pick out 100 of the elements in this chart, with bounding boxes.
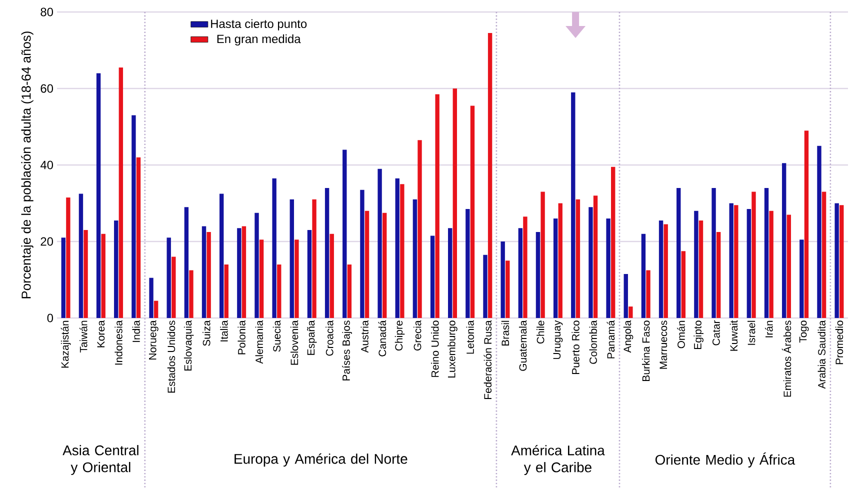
bar xyxy=(254,212,259,318)
x-tick-label: Panamá xyxy=(606,320,615,358)
bar xyxy=(400,184,404,318)
y-tick-label: 60 xyxy=(40,84,54,93)
bar xyxy=(430,236,435,318)
y-tick-label: 20 xyxy=(40,237,54,246)
x-tick-label: Estados Unidos xyxy=(167,320,176,393)
bar xyxy=(202,226,206,318)
bar xyxy=(118,67,124,318)
x-tick-label: Irán xyxy=(765,320,773,338)
x-tick-label: Promedio xyxy=(835,320,844,364)
x-tick-label: Marruecos xyxy=(660,320,668,369)
bar xyxy=(172,256,176,318)
bar xyxy=(290,199,294,318)
text: América Latina y el Caribe xyxy=(511,444,605,476)
bar xyxy=(782,163,786,318)
bar xyxy=(466,208,470,318)
bar xyxy=(154,300,158,318)
bar xyxy=(506,260,510,318)
x-tick-label: Brasil xyxy=(501,320,510,346)
bar xyxy=(184,207,189,318)
x-tick-label: Omán xyxy=(677,320,685,348)
bar xyxy=(114,220,118,318)
x-tick-label: Catar xyxy=(712,320,720,346)
bar xyxy=(764,188,769,318)
bar xyxy=(237,228,242,318)
bar xyxy=(84,230,88,318)
bar xyxy=(500,242,505,318)
x-tick-label: Arabia Saudita xyxy=(818,320,826,389)
bar xyxy=(641,234,646,318)
x-tick-label: Taiwán xyxy=(79,320,88,353)
x-tick-label: Austria xyxy=(360,320,368,353)
bar xyxy=(729,203,734,318)
x-tick-label: Chile xyxy=(536,320,544,344)
bar xyxy=(66,198,70,318)
bar xyxy=(518,228,523,318)
bar xyxy=(312,199,316,318)
x-tick-label: Puerto Rico xyxy=(572,320,580,374)
bar xyxy=(571,92,576,318)
x-tick-label: Alemania xyxy=(255,320,263,364)
x-tick-label: Burkina Faso xyxy=(642,320,650,381)
bar xyxy=(588,207,593,318)
bar xyxy=(734,205,738,318)
bar xyxy=(382,212,387,318)
x-tick-label: Togo xyxy=(799,320,809,343)
bar xyxy=(786,214,791,318)
x-tick-label: Grecia xyxy=(414,320,422,350)
text: Oriente Medio y África xyxy=(655,452,796,468)
bar xyxy=(324,188,330,318)
bar xyxy=(78,194,84,318)
bar xyxy=(219,194,224,318)
y-tick-label: 0 xyxy=(47,314,54,322)
bar xyxy=(523,216,528,318)
bar xyxy=(330,234,334,318)
bar xyxy=(364,210,370,318)
bar xyxy=(206,232,211,318)
legend-label: En gran medida xyxy=(217,34,301,46)
x-tick-label: Federación Rusa xyxy=(484,320,492,400)
bar xyxy=(132,115,136,318)
bar xyxy=(395,178,400,318)
bar xyxy=(435,94,440,318)
bar xyxy=(698,220,704,318)
x-tick-label: España xyxy=(307,320,317,355)
y-axis-title: Porcentaje de la población adulta (18-64 años) xyxy=(21,32,34,298)
bar xyxy=(606,218,610,318)
text: Europa y América del Norte xyxy=(234,453,408,467)
bar xyxy=(483,254,488,318)
bar xyxy=(136,157,141,318)
bar xyxy=(224,264,228,318)
x-tick-label: Uruguay xyxy=(553,320,563,359)
bar xyxy=(804,130,809,318)
x-tick-label: Polonia xyxy=(238,320,246,354)
bar xyxy=(664,224,668,318)
x-tick-label: Israel xyxy=(747,320,756,345)
text: Asia Central y Oriental xyxy=(62,445,138,475)
x-tick-label: Egipto xyxy=(694,320,704,350)
bar xyxy=(272,178,276,318)
x-tick-label: Korea xyxy=(97,320,105,348)
bar xyxy=(378,168,382,318)
bar xyxy=(694,210,698,318)
bar xyxy=(149,278,154,318)
bar xyxy=(628,306,633,318)
bar xyxy=(681,251,686,318)
x-tick-label: India xyxy=(132,320,140,342)
bar xyxy=(817,146,822,318)
x-tick-label: Canadá xyxy=(378,320,386,356)
x-tick-label: Suiza xyxy=(202,320,210,346)
bar xyxy=(189,270,194,318)
bar xyxy=(536,232,540,318)
x-tick-label: Indonesia xyxy=(114,320,122,365)
bar xyxy=(646,270,650,318)
x-tick-label: Eslovaquia xyxy=(184,320,194,371)
x-tick-label: Países Bajos xyxy=(342,320,352,380)
x-tick-label: Luxemburgo xyxy=(448,320,458,378)
bar xyxy=(360,190,364,318)
x-tick-label: Colombia xyxy=(589,320,597,364)
bar xyxy=(294,240,299,318)
bar xyxy=(769,210,774,318)
x-tick-label: Italia xyxy=(220,320,228,342)
bar xyxy=(412,199,418,318)
